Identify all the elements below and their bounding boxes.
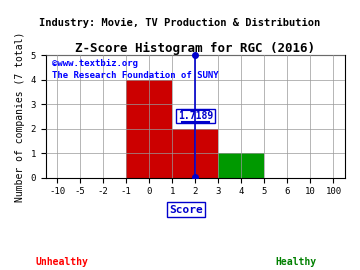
Text: The Research Foundation of SUNY: The Research Foundation of SUNY <box>51 71 218 80</box>
Text: 1.7189: 1.7189 <box>178 111 213 122</box>
Text: Industry: Movie, TV Production & Distribution: Industry: Movie, TV Production & Distrib… <box>39 18 321 28</box>
Bar <box>172 129 219 178</box>
Text: Healthy: Healthy <box>276 257 317 267</box>
Text: Score: Score <box>170 205 203 215</box>
Bar <box>219 153 264 178</box>
Bar <box>126 80 172 178</box>
Text: Unhealthy: Unhealthy <box>36 257 89 267</box>
Title: Z-Score Histogram for RGC (2016): Z-Score Histogram for RGC (2016) <box>75 42 315 55</box>
Y-axis label: Number of companies (7 total): Number of companies (7 total) <box>15 31 25 202</box>
Text: ©www.textbiz.org: ©www.textbiz.org <box>51 59 138 68</box>
